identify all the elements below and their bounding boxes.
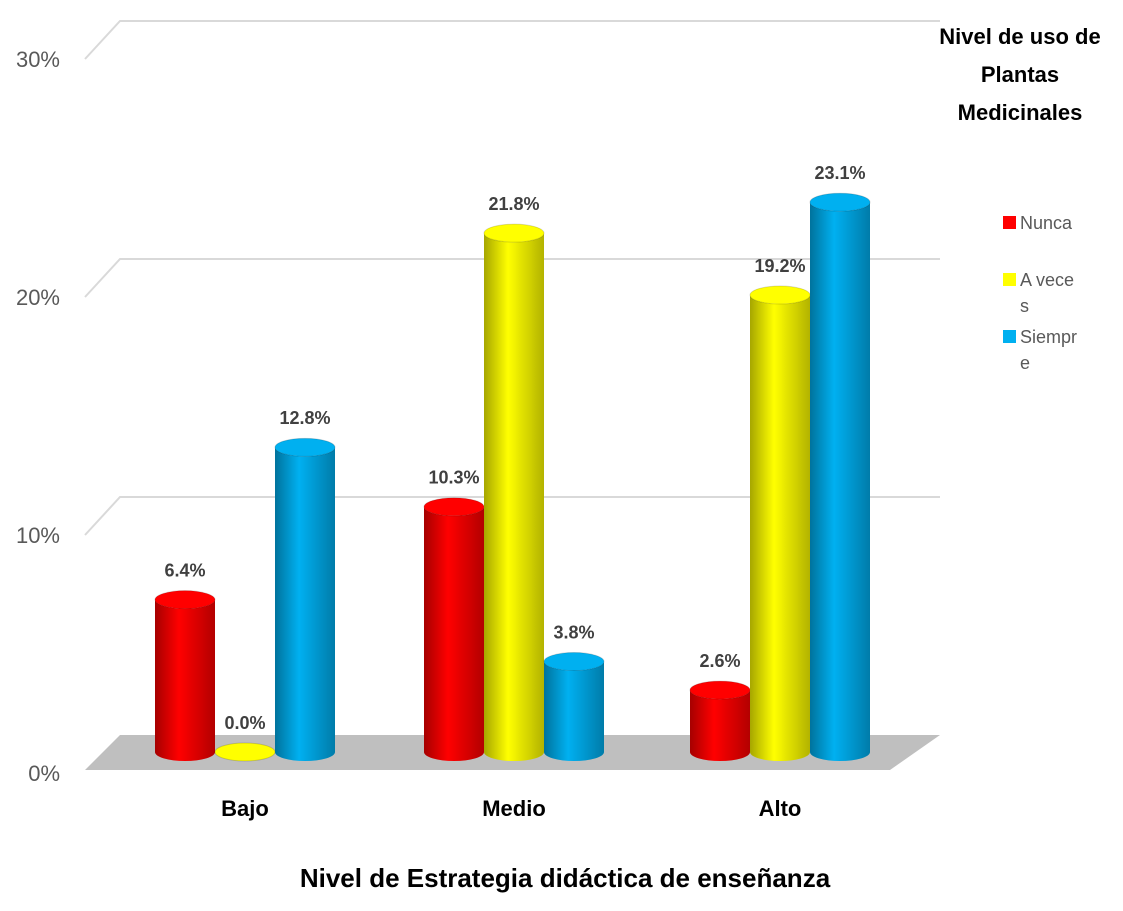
- legend-label: A veces: [1020, 270, 1075, 316]
- grid-line: [84, 258, 940, 298]
- bar-top: [274, 437, 336, 457]
- grid-line: [84, 496, 940, 536]
- data-label: 6.4%: [164, 560, 205, 580]
- bar-shade: [810, 202, 870, 762]
- bar-shade: [750, 295, 810, 761]
- x-tick-label: Bajo: [221, 796, 269, 821]
- x-tick-label: Medio: [482, 796, 546, 821]
- y-tick-label: 20%: [16, 285, 60, 310]
- legend-swatch: [1003, 216, 1016, 229]
- data-label: 12.8%: [279, 408, 330, 428]
- bar-top: [423, 497, 485, 517]
- grid-line: [84, 20, 940, 60]
- data-label: 19.2%: [754, 256, 805, 276]
- bar-top: [809, 192, 871, 212]
- bar-shade: [690, 690, 750, 761]
- bar-top: [214, 742, 276, 762]
- y-tick-label: 10%: [16, 523, 60, 548]
- y-tick-label: 30%: [16, 47, 60, 72]
- data-label: 10.3%: [428, 468, 479, 488]
- bar-top: [154, 590, 216, 610]
- bar-shade: [544, 661, 604, 761]
- bar-top: [749, 285, 811, 305]
- bar-top: [689, 680, 751, 700]
- bar-shade: [155, 599, 215, 761]
- y-tick-label: 0%: [28, 761, 60, 786]
- bar-shade: [424, 506, 484, 761]
- data-label: 2.6%: [699, 651, 740, 671]
- legend-label: Nunca: [1020, 213, 1073, 233]
- data-label: 3.8%: [553, 622, 594, 642]
- x-axis-title: Nivel de Estrategia didáctica de enseñan…: [300, 863, 831, 893]
- data-label: 23.1%: [814, 163, 865, 183]
- legend-title: Nivel de uso de Plantas Medicinales: [939, 24, 1101, 125]
- legend-swatch: [1003, 330, 1016, 343]
- data-label: 21.8%: [488, 194, 539, 214]
- x-tick-label: Alto: [759, 796, 802, 821]
- legend-swatch: [1003, 273, 1016, 286]
- bar-top: [543, 652, 605, 672]
- data-label: 0.0%: [224, 713, 265, 733]
- bar-shade: [275, 447, 335, 761]
- legend-label: Siempre: [1020, 327, 1078, 373]
- bar-shade: [484, 233, 544, 761]
- bar-top: [483, 223, 545, 243]
